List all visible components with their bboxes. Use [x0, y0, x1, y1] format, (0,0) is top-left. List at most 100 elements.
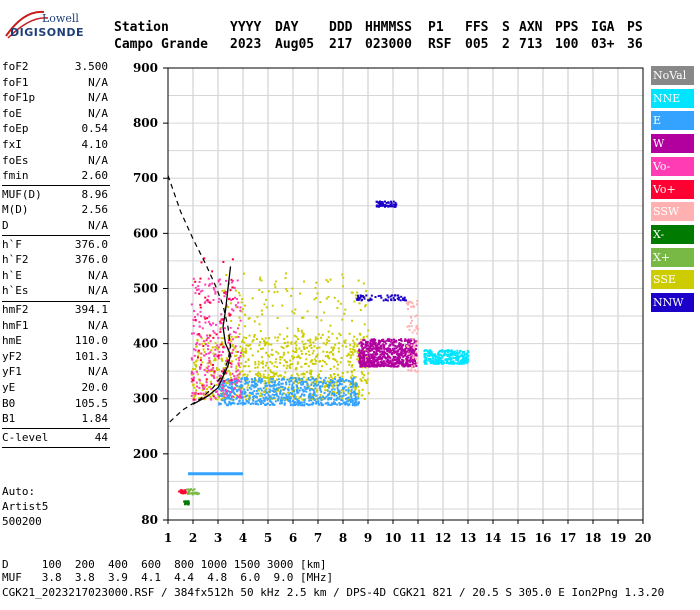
echo-point: [203, 342, 206, 345]
echo-point: [179, 489, 182, 492]
echo-point: [326, 354, 329, 357]
param-value: N/A: [88, 106, 108, 120]
echo-point: [200, 352, 203, 355]
echo-point: [300, 404, 303, 407]
echo-point: [393, 338, 396, 341]
echo-point: [204, 296, 207, 299]
echo-point: [281, 393, 284, 396]
echo-point: [219, 380, 222, 383]
echo-point: [400, 358, 403, 361]
echo-point: [435, 360, 438, 363]
echo-point: [191, 358, 194, 361]
echo-point: [362, 282, 365, 285]
param-value: 3.500: [74, 60, 108, 73]
echo-point: [439, 359, 442, 362]
echo-point: [194, 391, 197, 394]
echo-point: [462, 361, 465, 364]
param-separator: [2, 446, 110, 448]
echo-point: [235, 365, 238, 368]
echo-point: [309, 403, 312, 406]
echo-point: [253, 380, 256, 383]
echo-point: [367, 358, 370, 361]
echo-point: [413, 364, 416, 367]
echo-point: [301, 331, 304, 334]
echo-point: [302, 316, 305, 319]
echo-point: [331, 392, 334, 395]
echo-point: [182, 492, 185, 495]
echo-point: [266, 402, 269, 405]
echo-point: [197, 356, 200, 359]
echo-point: [289, 401, 292, 404]
echo-point: [229, 289, 232, 292]
echo-point: [291, 385, 294, 388]
echo-point: [363, 357, 366, 360]
echo-point: [384, 351, 387, 354]
echo-point: [381, 204, 384, 207]
echo-point: [268, 378, 271, 381]
echo-point: [230, 319, 233, 322]
echo-point: [188, 489, 191, 492]
echo-point: [217, 382, 220, 385]
echo-point: [253, 386, 256, 389]
echo-point: [228, 372, 231, 375]
echo-point: [349, 356, 352, 359]
echo-point: [193, 386, 196, 389]
echo-point: [229, 386, 232, 389]
echo-point: [210, 382, 213, 385]
echo-point: [458, 350, 461, 353]
echo-point: [347, 390, 350, 393]
echo-point: [290, 341, 293, 344]
echo-point: [275, 358, 278, 361]
echo-point: [342, 394, 345, 397]
echo-point: [266, 354, 269, 357]
echo-point: [434, 354, 437, 357]
echo-point: [383, 345, 386, 348]
echo-point: [192, 383, 195, 386]
echo-point: [245, 395, 248, 398]
echo-point: [240, 340, 243, 343]
echo-point: [333, 365, 336, 368]
echo-point: [227, 394, 230, 397]
echo-point: [331, 388, 334, 391]
echo-point: [293, 401, 296, 404]
echo-point: [229, 390, 232, 393]
echo-point: [288, 377, 291, 380]
echo-point: [319, 377, 322, 380]
echo-point: [204, 283, 207, 286]
echo-point: [303, 399, 306, 402]
echo-point: [397, 365, 400, 368]
echo-point: [440, 349, 443, 352]
echo-point: [234, 381, 237, 384]
param-value: 2.60: [81, 169, 109, 183]
echo-point: [190, 394, 193, 397]
echo-point: [406, 355, 409, 358]
echo-point: [402, 298, 405, 301]
echo-point: [222, 386, 225, 389]
legend-item-nne: NNE: [651, 88, 694, 108]
echo-point: [223, 399, 226, 402]
echo-point: [242, 336, 245, 339]
echo-point: [215, 323, 218, 326]
echo-point: [217, 279, 220, 282]
echo-point: [425, 349, 428, 352]
echo-point: [236, 306, 239, 309]
echo-point: [411, 349, 414, 352]
echo-point: [380, 344, 383, 347]
echo-point: [213, 370, 216, 373]
echo-point: [449, 352, 452, 355]
echo-point: [352, 339, 355, 342]
echo-point: [277, 395, 280, 398]
echo-point: [371, 344, 374, 347]
echo-point: [454, 354, 457, 357]
echo-point: [232, 309, 235, 312]
echo-point: [252, 397, 255, 400]
echo-point: [227, 305, 230, 308]
echo-point: [333, 394, 336, 397]
echo-point: [387, 349, 390, 352]
echo-point: [386, 347, 389, 350]
echo-point: [195, 364, 198, 367]
echo-point: [260, 389, 263, 392]
param-name: foE: [2, 106, 22, 120]
echo-point: [302, 346, 305, 349]
echo-point: [268, 396, 271, 399]
